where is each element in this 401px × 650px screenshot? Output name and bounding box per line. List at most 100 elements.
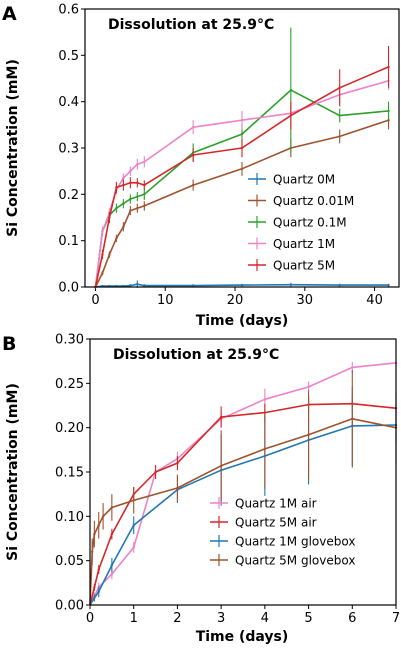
series-line xyxy=(94,66,389,288)
data-point xyxy=(122,176,125,180)
data-point xyxy=(110,506,114,509)
data-point xyxy=(129,209,132,212)
data-point xyxy=(191,284,195,287)
legend-label: Quartz 1M glovebox xyxy=(235,535,355,549)
panel-b: B Dissolution at 25.9°C Time (days) Si C… xyxy=(2,333,400,646)
data-point xyxy=(351,417,354,420)
data-point xyxy=(240,119,244,122)
data-point xyxy=(90,550,94,553)
series-quartz-1m-air xyxy=(88,358,398,607)
panel-b-frame xyxy=(89,338,397,606)
data-point xyxy=(132,546,135,549)
data-point xyxy=(115,237,118,240)
data-point xyxy=(97,568,100,571)
x-tick-label: 0 xyxy=(91,293,99,308)
panel-b-legend: Quartz 1M air Quartz 5M air Quartz 1M glov… xyxy=(210,497,355,568)
data-point xyxy=(129,169,132,173)
data-point xyxy=(240,167,244,171)
data-point xyxy=(387,65,390,69)
series-line xyxy=(89,417,397,606)
data-point xyxy=(115,207,118,210)
x-tick-label: 3 xyxy=(217,611,225,626)
data-point xyxy=(338,86,341,89)
x-tick-label: 10 xyxy=(157,293,174,308)
data-point xyxy=(289,283,293,286)
data-point xyxy=(263,398,267,401)
data-point xyxy=(240,146,244,150)
data-point xyxy=(143,193,146,196)
y-tick-label: 0.1 xyxy=(58,234,79,249)
data-point xyxy=(307,385,310,389)
x-tick-label: 4 xyxy=(261,611,269,626)
panel-a-marks: 0.0 0.1 0.2 0.3 0.4 0.5 0.6 0 10 20 30 40 xyxy=(58,3,390,308)
data-point xyxy=(136,207,139,210)
y-tick-label: 0.00 xyxy=(55,599,84,614)
data-point xyxy=(191,125,195,129)
panel-b-marks: 0.00 0.05 0.10 0.15 0.20 0.25 0.30 0 1 2 3 4 5 6 7 xyxy=(55,333,400,627)
data-point xyxy=(338,283,341,287)
data-point xyxy=(240,283,244,287)
data-point xyxy=(289,88,293,92)
series-quartz-5m-glovebox xyxy=(88,370,398,607)
x-tick-label: 40 xyxy=(366,293,383,308)
panel-a-label: A xyxy=(2,3,17,25)
y-tick-label: 0.0 xyxy=(58,281,79,296)
data-point xyxy=(263,447,267,451)
data-point xyxy=(93,596,96,600)
y-tick-label: 0.20 xyxy=(55,421,84,436)
x-tick-label: 1 xyxy=(130,611,138,626)
data-point xyxy=(143,160,146,164)
x-tick-label: 2 xyxy=(173,611,181,626)
data-point xyxy=(240,132,244,136)
data-point xyxy=(191,183,195,187)
panel-b-title: Dissolution at 25.9°C xyxy=(113,347,279,363)
x-tick-label: 5 xyxy=(304,611,312,626)
data-point xyxy=(351,366,354,369)
legend-label: Quartz 0M xyxy=(273,173,335,187)
legend-label: Quartz 5M xyxy=(273,259,335,273)
data-point xyxy=(136,163,139,166)
y-tick-label: 0.25 xyxy=(55,377,84,392)
data-point xyxy=(129,181,132,184)
data-point xyxy=(307,433,310,436)
y-tick-label: 0.30 xyxy=(55,333,84,348)
series-quartz-0-1m xyxy=(94,27,390,289)
series-quartz-5m xyxy=(94,46,390,289)
data-point xyxy=(108,253,111,256)
data-point xyxy=(154,470,157,474)
data-point xyxy=(101,271,104,275)
data-point xyxy=(122,202,125,205)
panel-a-xlabel: Time (days) xyxy=(196,313,289,329)
legend-label: Quartz 1M air xyxy=(235,497,317,511)
data-point xyxy=(93,586,96,589)
x-tick-label: 0 xyxy=(86,611,94,626)
series-line xyxy=(89,402,397,606)
data-point xyxy=(289,114,293,117)
panel-b-xlabel: Time (days) xyxy=(196,629,289,645)
legend-label: Quartz 0.01M xyxy=(273,194,354,208)
y-tick-label: 0.3 xyxy=(58,142,79,157)
panel-a-legend: Quartz 0M Quartz 0.01M Quartz 0.1M Quartz 1… xyxy=(248,173,354,273)
x-tick-label: 30 xyxy=(297,293,314,308)
data-point xyxy=(101,230,104,233)
data-point xyxy=(110,563,114,567)
data-point xyxy=(136,195,139,198)
data-point xyxy=(115,186,118,189)
data-point xyxy=(176,486,179,490)
panel-a: A Dissolution at 25.9°C Time (days) Si C… xyxy=(2,3,400,329)
data-point xyxy=(129,197,132,201)
data-point xyxy=(219,415,223,419)
data-point xyxy=(136,181,139,184)
panel-b-ylabel: Si Concentration (mM) xyxy=(5,383,21,561)
data-point xyxy=(122,225,125,228)
y-tick-label: 0.15 xyxy=(55,466,84,481)
x-tick-label: 6 xyxy=(348,611,356,626)
panel-a-ylabel: Si Concentration (mM) xyxy=(5,59,21,237)
panel-a-title: Dissolution at 25.9°C xyxy=(108,17,274,33)
series-quartz-1m xyxy=(94,71,390,289)
x-tick-label: 7 xyxy=(392,611,400,626)
legend-label: Quartz 0.1M xyxy=(273,216,347,230)
series-line xyxy=(89,362,397,606)
data-point xyxy=(122,183,125,187)
panel-b-label: B xyxy=(2,333,16,355)
